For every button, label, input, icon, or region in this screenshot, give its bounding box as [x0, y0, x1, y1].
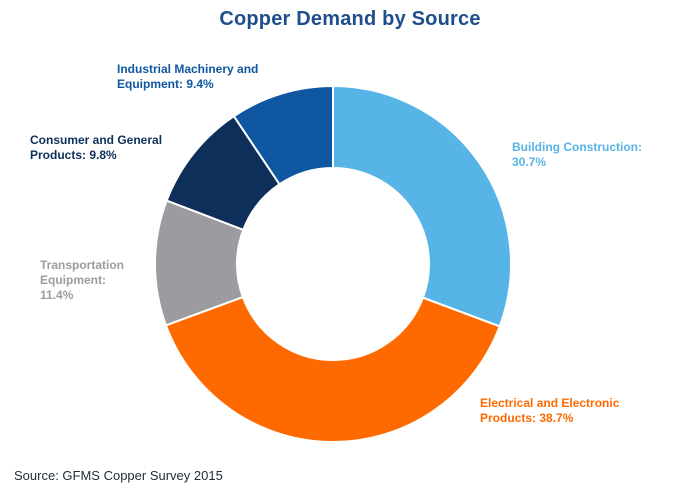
slice-label-building-construction: Building Construction: 30.7%	[512, 140, 642, 169]
slice-label-transportation-equipment: Transportation Equipment: 11.4%	[40, 258, 125, 302]
slice-label-industrial-machinery: Industrial Machinery and Equipment: 9.4%	[117, 62, 259, 91]
source-note: Source: GFMS Copper Survey 2015	[14, 468, 223, 483]
slice-industrial-machinery-and-equipment	[232, 84, 334, 186]
slice-building-construction	[332, 84, 512, 328]
slice-label-electrical-electronic: Electrical and Electronic Products: 38.7…	[480, 396, 620, 425]
slice-label-consumer-general: Consumer and General Products: 9.8%	[30, 133, 163, 162]
chart-title: Copper Demand by Source	[219, 8, 481, 30]
slice-electrical-and-electronic-products	[164, 295, 501, 443]
